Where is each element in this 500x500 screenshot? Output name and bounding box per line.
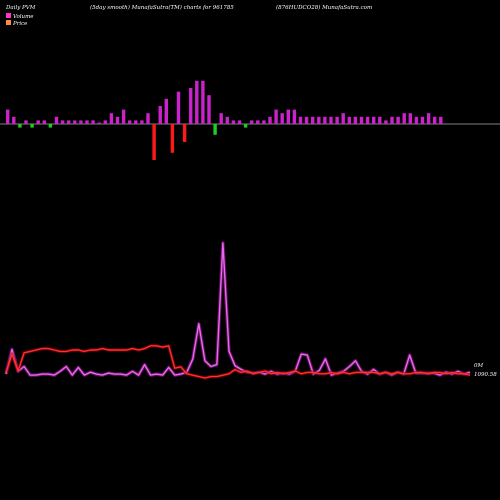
pvm-bar [158, 106, 162, 124]
pvm-bar [329, 116, 333, 124]
pvm-bar [73, 120, 77, 124]
pvm-bar [359, 116, 364, 124]
pvm-bar [335, 116, 339, 124]
pvm-bar [115, 116, 120, 124]
pvm-bar [292, 109, 297, 124]
pvm-bars [6, 80, 443, 160]
price-volume-lines [4, 241, 471, 380]
pvm-bar [97, 122, 101, 124]
pvm-bar [18, 124, 22, 128]
pvm-bar [426, 113, 431, 124]
pvm-bar [164, 98, 168, 124]
pvm-bar [347, 116, 351, 124]
pvm-bar [250, 120, 254, 124]
pvm-bar [79, 120, 83, 124]
pvm-bar [262, 120, 266, 124]
header-left: Daily PVM [5, 5, 36, 11]
pvm-bar [231, 120, 236, 124]
pvm-bar [182, 124, 187, 142]
price-line [5, 345, 471, 379]
pvm-bar [311, 116, 315, 124]
pvm-bar [30, 124, 34, 128]
pvm-bar [372, 116, 376, 124]
header-right: (876HUDCO28) MunafaSutra.com [276, 4, 372, 11]
pvm-bar [6, 109, 10, 124]
pvm-bar [60, 120, 65, 124]
pvm-bar [256, 120, 260, 124]
pvm-bar [396, 116, 400, 124]
legend-volume-label: Volume [13, 14, 34, 20]
volume-end-label: 0M [474, 363, 483, 369]
pvm-bar [85, 120, 89, 124]
pvm-bar [36, 120, 40, 124]
pvm-bar [408, 113, 412, 124]
pvm-bar [433, 116, 437, 124]
pvm-bar [298, 116, 303, 124]
pvm-bar [67, 120, 71, 124]
pvm-bar [195, 80, 199, 124]
pvm-bar [225, 116, 229, 124]
pvm-bar [304, 116, 309, 124]
pvm-bar [170, 124, 175, 153]
pvm-bar [128, 120, 132, 124]
pvm-bar [24, 120, 28, 124]
pvm-bar [274, 109, 278, 124]
pvm-bar [207, 95, 211, 124]
pvm-bar [353, 116, 358, 124]
pvm-bar [317, 116, 321, 124]
legend-price-label: Price [12, 21, 28, 27]
pvm-bar [140, 120, 144, 124]
pvm-bar [268, 116, 272, 124]
price-end-label: 1090.58 [474, 372, 497, 378]
pvm-bar [189, 88, 193, 124]
pvm-bar [176, 91, 181, 124]
pvm-bar [42, 120, 46, 124]
pvm-bar [91, 120, 95, 124]
pvm-bar [152, 124, 156, 160]
pvm-bar [12, 116, 16, 124]
pvm-bar [134, 120, 138, 124]
header-middle: (5day smooth) MunafaSutra(TM) charts for… [90, 4, 234, 11]
pvm-bar [280, 113, 284, 124]
pvm-bar [365, 116, 370, 124]
pvm-bar [146, 113, 150, 124]
volume-line-glow [4, 241, 471, 377]
pvm-bar [420, 116, 425, 124]
pvm-bar [243, 124, 248, 128]
pvm-bar [201, 80, 205, 124]
pvm-bar [414, 116, 419, 124]
pvm-bar [323, 116, 327, 124]
pvm-bar [439, 116, 443, 124]
legend-price-swatch [6, 20, 11, 25]
pvm-bar [121, 109, 126, 124]
pvm-bar [402, 113, 406, 124]
pvm-bar [341, 113, 345, 124]
pvm-bar [237, 120, 242, 124]
pvm-bar [378, 116, 382, 124]
pvm-bar [384, 120, 388, 124]
pvm-bar [48, 124, 53, 128]
pvm-bar [213, 124, 217, 135]
pvm-bar [219, 113, 223, 124]
pvm-bar [54, 116, 59, 124]
pvm-bar [286, 109, 290, 124]
pvm-bar [390, 116, 394, 124]
pvm-bar [103, 120, 107, 124]
legend-volume-swatch [6, 13, 11, 18]
pvm-bar [109, 113, 114, 124]
volume-line [5, 242, 471, 376]
